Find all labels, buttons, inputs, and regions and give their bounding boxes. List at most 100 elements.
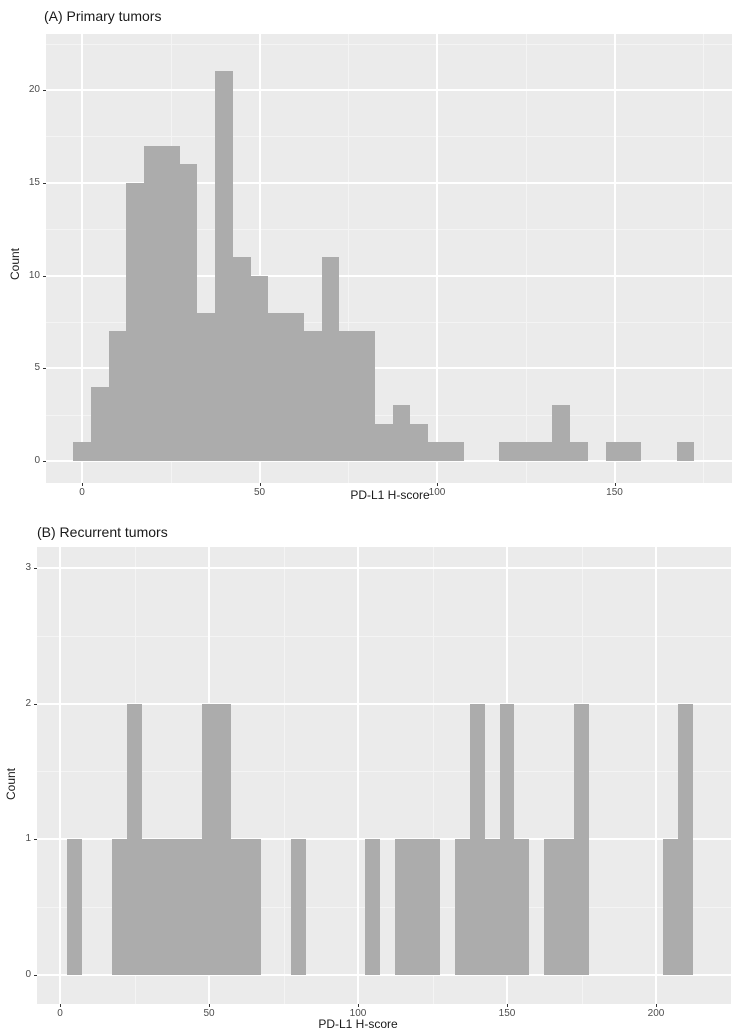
- histogram-bar: [484, 839, 500, 975]
- y-tick-mark: [34, 567, 37, 569]
- histogram-bar: [161, 145, 180, 461]
- major-gridline-y: [46, 181, 732, 184]
- x-tick-label: 100: [428, 487, 446, 498]
- histogram-bar: [374, 423, 393, 461]
- major-gridline-y: [46, 274, 732, 277]
- y-tick-mark: [43, 90, 46, 91]
- histogram-bar: [499, 703, 515, 975]
- histogram-bar: [112, 839, 128, 975]
- histogram-bar: [339, 331, 358, 461]
- x-tick-mark: [60, 1004, 61, 1007]
- major-gridline-y: [46, 367, 732, 370]
- y-tick-mark: [43, 275, 46, 277]
- histogram-bar: [514, 839, 530, 975]
- histogram-bar: [156, 839, 172, 975]
- major-gridline-y: [37, 702, 731, 705]
- histogram-bar: [216, 703, 232, 975]
- x-tick-mark: [358, 1004, 359, 1007]
- x-tick-mark: [259, 483, 261, 486]
- y-tick-label: 1: [25, 833, 31, 845]
- y-tick-mark: [34, 703, 37, 705]
- minor-gridline-y: [46, 321, 732, 323]
- histogram-bar: [108, 331, 127, 461]
- major-gridline-x: [436, 34, 438, 483]
- x-tick-mark: [209, 1004, 210, 1007]
- x-tick-label: 150: [606, 487, 623, 498]
- histogram-bar: [321, 256, 340, 461]
- y-tick-label: 2: [25, 697, 31, 709]
- histogram-bar: [201, 703, 217, 975]
- histogram-bar: [663, 839, 679, 975]
- major-gridline-x: [59, 547, 61, 1004]
- x-tick-mark: [82, 483, 83, 486]
- major-gridline-x: [655, 547, 657, 1004]
- histogram-bar: [215, 71, 233, 461]
- histogram-bar: [678, 703, 694, 975]
- major-gridline-y: [46, 89, 732, 91]
- x-tick-label: 50: [253, 487, 266, 498]
- y-tick-mark: [43, 182, 46, 184]
- histogram-bar: [303, 331, 322, 461]
- minor-gridline-x: [525, 34, 527, 483]
- x-tick-mark: [437, 483, 438, 486]
- y-tick-label: 0: [25, 969, 31, 980]
- histogram-bar: [410, 839, 426, 975]
- chart-title: (B) Recurrent tumors: [37, 524, 168, 540]
- x-tick-label: 200: [647, 1008, 665, 1019]
- minor-gridline-y: [37, 771, 731, 773]
- histogram-bar: [544, 839, 560, 975]
- x-tick-mark: [507, 1004, 508, 1007]
- histogram-bar: [574, 703, 589, 975]
- histogram-bar: [499, 442, 517, 461]
- histogram-bar: [559, 839, 575, 975]
- y-tick-label: 5: [34, 362, 40, 374]
- y-tick-mark: [34, 839, 37, 841]
- histogram-bar: [469, 703, 485, 975]
- minor-gridline-y: [37, 635, 731, 637]
- x-tick-label: 0: [79, 487, 85, 498]
- histogram-bar: [445, 442, 464, 461]
- minor-gridline-x: [432, 547, 434, 1004]
- major-gridline-x: [613, 34, 616, 483]
- y-tick-label: 0: [34, 455, 40, 466]
- major-gridline-x: [81, 34, 83, 483]
- y-tick-label: 15: [28, 176, 40, 188]
- histogram-bar: [428, 442, 446, 461]
- plot-area: [37, 547, 731, 1004]
- histogram-bar: [171, 839, 187, 975]
- major-gridline-x: [258, 34, 261, 483]
- y-tick-label: 20: [28, 84, 40, 95]
- histogram-bar: [605, 442, 624, 461]
- histogram-bar: [290, 839, 306, 975]
- histogram-bar: [179, 164, 198, 461]
- y-tick-label: 3: [25, 561, 31, 573]
- x-tick-label: 150: [498, 1008, 516, 1019]
- histogram-bar: [73, 442, 91, 461]
- histogram-bar: [623, 442, 642, 461]
- x-tick-mark: [656, 1004, 657, 1007]
- x-axis-label: PD-L1 H-score: [318, 1017, 398, 1031]
- histogram-bar: [392, 405, 411, 461]
- minor-gridline-x: [348, 34, 350, 483]
- chart-title: (A) Primary tumors: [44, 8, 162, 24]
- minor-gridline-y: [46, 43, 732, 45]
- minor-gridline-y: [46, 414, 732, 416]
- x-tick-mark: [614, 483, 616, 486]
- histogram-bar: [365, 839, 381, 975]
- histogram-bar: [126, 182, 145, 461]
- y-tick-mark: [43, 461, 46, 462]
- histogram-bar: [141, 839, 157, 975]
- minor-gridline-x: [730, 547, 731, 1004]
- histogram-bar: [186, 839, 202, 975]
- histogram-bar: [232, 256, 251, 461]
- histogram-bar: [67, 839, 83, 975]
- histogram-bar: [454, 839, 470, 975]
- histogram-bar: [425, 839, 440, 975]
- histogram-bar: [395, 839, 411, 975]
- histogram-bar: [552, 405, 571, 461]
- histogram-bar: [144, 145, 162, 461]
- histogram-bar: [357, 331, 375, 461]
- major-gridline-x: [357, 547, 359, 1004]
- histogram-bar: [286, 312, 304, 461]
- major-gridline-y: [37, 838, 731, 841]
